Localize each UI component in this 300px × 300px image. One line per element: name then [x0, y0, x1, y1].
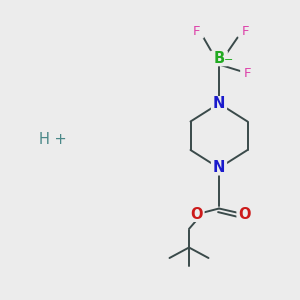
FancyBboxPatch shape: [38, 132, 67, 147]
FancyBboxPatch shape: [210, 51, 228, 66]
Text: O: O: [190, 207, 203, 222]
Text: O: O: [238, 207, 251, 222]
Text: H +: H +: [39, 132, 66, 147]
Text: N: N: [213, 96, 225, 111]
FancyBboxPatch shape: [211, 96, 227, 111]
Text: N: N: [213, 160, 225, 175]
FancyBboxPatch shape: [188, 207, 205, 222]
FancyBboxPatch shape: [236, 207, 253, 222]
Text: F: F: [244, 67, 251, 80]
Text: F: F: [242, 25, 250, 38]
FancyBboxPatch shape: [239, 25, 254, 38]
Text: F: F: [193, 25, 200, 38]
FancyBboxPatch shape: [189, 25, 204, 38]
Text: B: B: [213, 51, 225, 66]
FancyBboxPatch shape: [240, 67, 255, 80]
FancyBboxPatch shape: [211, 160, 227, 175]
Text: −: −: [224, 55, 233, 65]
